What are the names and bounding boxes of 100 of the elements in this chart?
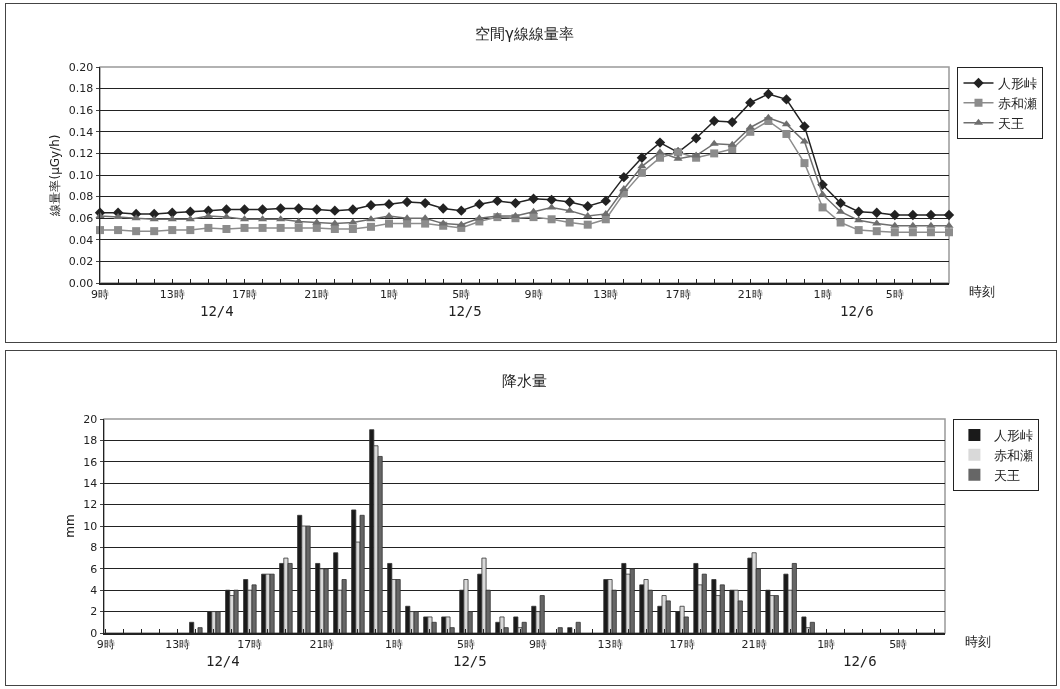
- x-tick-label: 5時: [889, 637, 908, 651]
- point: [348, 225, 357, 233]
- point: [240, 223, 249, 232]
- point: [294, 223, 303, 232]
- y-tick-label: 18: [83, 434, 98, 448]
- chart-title: 空間γ線線量率: [475, 25, 574, 44]
- text: 12/6: [840, 303, 874, 319]
- bar: [791, 563, 797, 633]
- y-axis-title: mm: [62, 514, 77, 538]
- text: 12/5: [453, 653, 487, 669]
- point: [782, 129, 791, 138]
- point: [401, 196, 413, 208]
- x-tick-label: 1時: [813, 287, 832, 301]
- bar: [305, 525, 311, 633]
- legend-label: 人形峠: [994, 428, 1034, 444]
- bar: [575, 621, 581, 633]
- point: [926, 228, 935, 237]
- point: [185, 206, 196, 217]
- x-tick-label: 13時: [597, 637, 623, 651]
- y-tick-label: 0.18: [68, 82, 94, 96]
- x-tick-label: 13時: [593, 287, 619, 301]
- point: [583, 212, 593, 219]
- chart-title: 降水量: [502, 372, 547, 391]
- point: [908, 228, 917, 237]
- bar: [809, 621, 815, 633]
- point: [835, 197, 846, 209]
- x-tick-label: 9時: [524, 287, 543, 301]
- bar: [521, 621, 527, 633]
- legend-label: 人形峠: [998, 76, 1038, 92]
- text: 12/4: [206, 653, 240, 669]
- bar: [395, 579, 401, 633]
- bar: [733, 589, 739, 633]
- point: [636, 152, 648, 163]
- x-tick-label: 1時: [817, 637, 836, 651]
- point: [600, 195, 611, 207]
- y-tick-label: 0.00: [68, 276, 94, 290]
- point: [312, 218, 322, 225]
- legend-label: 天王: [998, 115, 1025, 131]
- point: [456, 205, 467, 216]
- y-tick-label: 10: [83, 519, 98, 533]
- point: [167, 207, 178, 218]
- text: 12/5: [448, 303, 482, 319]
- point: [510, 197, 521, 209]
- point: [781, 94, 792, 105]
- y-tick-label: 20: [83, 412, 98, 426]
- bar: [499, 616, 505, 633]
- x-tick-label: 5時: [885, 287, 904, 301]
- point: [222, 225, 231, 233]
- text: 12/6: [843, 653, 877, 669]
- point: [113, 213, 123, 220]
- point: [474, 198, 485, 210]
- y-tick-label: 0.16: [68, 104, 94, 118]
- bar: [557, 627, 563, 633]
- bar: [463, 579, 469, 633]
- x-tick-label: 21時: [737, 287, 763, 301]
- point: [745, 97, 756, 108]
- x-tick-label: 17時: [232, 287, 258, 301]
- point: [943, 209, 955, 221]
- point: [403, 219, 412, 228]
- y-tick-label: 8: [90, 541, 98, 555]
- point: [456, 220, 466, 227]
- point: [257, 204, 268, 215]
- point: [347, 204, 359, 215]
- x-tick-label: 21時: [304, 287, 330, 301]
- x-tick-label: 9時: [91, 287, 109, 301]
- point: [836, 207, 846, 214]
- point: [365, 200, 377, 211]
- bar: [359, 514, 365, 633]
- point: [221, 204, 232, 215]
- bar: [445, 616, 451, 633]
- point: [114, 226, 123, 235]
- point: [637, 168, 646, 177]
- y-tick-label: 12: [83, 498, 98, 512]
- point: [673, 154, 683, 161]
- y-tick-label: 0.02: [68, 255, 94, 269]
- x-tick-label: 1時: [380, 287, 399, 301]
- y-axis-title: 線量率(μGy/h): [48, 134, 63, 217]
- point: [710, 149, 719, 158]
- x-tick-label: 21時: [741, 637, 767, 651]
- point: [691, 151, 701, 158]
- point: [204, 223, 213, 232]
- point: [836, 218, 845, 227]
- point: [708, 115, 720, 127]
- bar: [323, 568, 329, 633]
- point: [311, 204, 322, 215]
- point: [872, 227, 881, 236]
- y-tick-label: 14: [83, 477, 98, 491]
- point: [618, 171, 630, 183]
- bar: [539, 595, 545, 633]
- point: [583, 220, 592, 229]
- x-tick-label: 17時: [237, 637, 263, 651]
- point: [329, 205, 341, 216]
- point: [492, 195, 503, 207]
- point: [727, 140, 737, 147]
- point: [763, 113, 773, 120]
- y-tick-label: 0.08: [68, 190, 94, 204]
- text: 12/4: [200, 303, 234, 319]
- point: [854, 226, 863, 235]
- point: [818, 203, 827, 212]
- point: [763, 88, 774, 100]
